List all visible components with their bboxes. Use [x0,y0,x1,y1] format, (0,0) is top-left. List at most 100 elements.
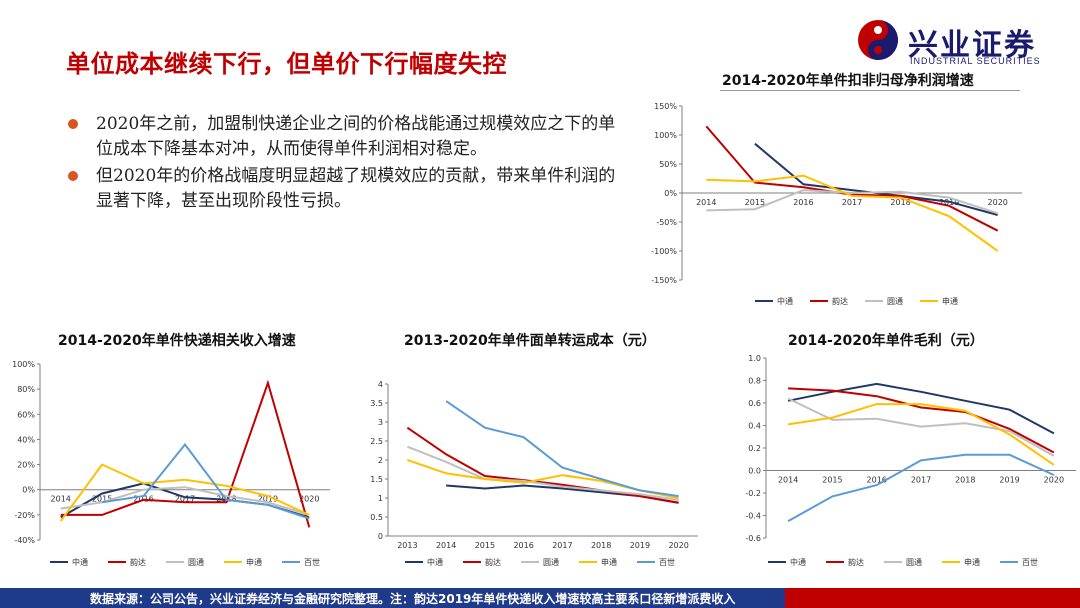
x-tick-label: 2014 [51,495,71,504]
bullet-dot-icon [68,171,78,181]
x-tick-label: 2015 [745,198,765,207]
x-tick-label: 2015 [475,541,495,550]
y-tick-label: 2 [378,456,383,465]
y-tick-label: 4 [378,380,383,389]
x-tick-label: 2016 [513,541,533,550]
y-tick-label: -20% [14,511,35,520]
y-tick-label: 20% [17,461,35,470]
series-line-申通 [706,174,999,252]
legend-label: 申通 [964,557,980,567]
bullet-text: 但2020年的价格战幅度明显超越了规模效应的贡献，带来单件利润的显著下降，甚至出… [96,166,616,211]
y-tick-label: 60% [17,410,35,419]
series-line-圆通 [706,189,999,215]
y-tick-label: 0 [378,532,383,541]
x-tick-label: 2018 [591,541,611,550]
x-tick-label: 2015 [92,495,112,504]
chart-title-margin: 2014-2020年单件毛利（元） [788,333,984,349]
legend-label: 圆通 [906,557,922,567]
series-line-申通 [59,463,310,522]
y-tick-label: -100% [651,247,677,256]
y-tick-label: 40% [17,435,35,444]
x-tick-label: 2020 [1044,476,1064,485]
x-tick-label: 2018 [890,198,910,207]
y-tick-label: 150% [654,102,677,111]
y-tick-label: 1.0 [748,354,761,363]
y-tick-label: 1.5 [370,475,383,484]
y-tick-label: -50% [656,218,677,227]
bullet-item: 但2020年的价格战幅度明显超越了规模效应的贡献，带来单件利润的显著下降，甚至出… [66,164,626,214]
footer-accent [785,588,1080,608]
logo-subtext: INDUSTRIAL SECURITIES [910,56,1041,66]
legend-label: 申通 [601,557,617,567]
x-tick-label: 2020 [668,541,688,550]
header-divider [720,90,1020,91]
x-tick-label: 2013 [397,541,417,550]
y-tick-label: 100% [12,360,35,369]
legend-label: 申通 [942,296,958,306]
y-tick-label: 0.0 [748,467,761,476]
gross-margin-chart: 1.0 0.8 0.6 0.4 0.2 0.0 -0.2 -0.4 -0.6 2014 2015 20… [745,354,1076,567]
series-line-韵达 [788,387,1055,454]
x-tick-label: 2016 [867,476,887,485]
y-tick-label: 80% [17,385,35,394]
legend-label: 韵达 [832,296,848,306]
legend-label: 中通 [72,557,88,567]
legend-label: 中通 [790,557,806,567]
x-tick-label: 2016 [793,198,813,207]
y-tick-label: 3.5 [370,399,383,408]
y-tick-label: -150% [651,276,677,285]
logo-mark-icon [858,20,898,60]
legend-label: 圆通 [543,557,559,567]
x-tick-label: 2017 [175,495,195,504]
series-line-百世 [445,400,679,498]
series-line-圆通 [787,397,1055,457]
chart-title-cost: 2013-2020年单件面单转运成本（元） [404,333,656,349]
series-line-申通 [787,403,1055,466]
y-tick-label: 2.5 [370,437,383,446]
x-tick-label: 2017 [552,541,572,550]
x-tick-label: 2020 [299,495,319,504]
y-tick-label: -40% [14,536,35,545]
x-tick-label: 2014 [436,541,456,550]
x-tick-label: 2015 [822,476,842,485]
slide-title: 单位成本继续下行，但单价下行幅度失控 [66,50,507,78]
legend-label: 百世 [659,557,675,567]
x-tick-label: 2019 [999,476,1019,485]
series-line-圆通 [407,445,679,501]
y-tick-label: 0% [664,189,677,198]
x-tick-label: 2017 [842,198,862,207]
y-tick-label: -0.2 [745,489,761,498]
y-tick-label: 1 [378,494,383,503]
y-tick-label: 100% [654,131,677,140]
legend-label: 韵达 [130,557,146,567]
bullet-text: 2020年之前，加盟制快递企业之间的价格战能通过规模效应之下的单位成本下降基本对… [96,114,616,159]
x-tick-label: 2017 [911,476,931,485]
profit-growth-chart: 150% 100% 50% 0% -50% -100% -150% 2014 2015 2016 2… [651,102,1022,306]
legend-label: 中通 [427,557,443,567]
legend-label: 中通 [777,296,793,306]
x-tick-label: 2018 [955,476,975,485]
x-tick-label: 2019 [630,541,650,550]
bullet-list: 2020年之前，加盟制快递企业之间的价格战能通过规模效应之下的单位成本下降基本对… [66,112,626,216]
x-tick-label: 2020 [988,198,1008,207]
legend-label: 百世 [1022,557,1038,567]
revenue-growth-chart: 100%80%60%40%20%0%-20%-40%2014 2015 2016 20… [12,360,330,567]
y-tick-label: 0.2 [748,444,761,453]
logo-text: 兴业证券 [908,28,1036,63]
bullet-item: 2020年之前，加盟制快递企业之间的价格战能通过规模效应之下的单位成本下降基本对… [66,112,626,162]
series-line-百世 [101,442,310,520]
series-line-百世 [787,453,1055,522]
legend-label: 申通 [246,557,262,567]
series-line-中通 [787,382,1055,435]
legend-label: 百世 [304,557,320,567]
y-tick-label: 0.5 [370,513,383,522]
legend-label: 圆通 [887,296,903,306]
series-line-韵达 [60,379,311,528]
y-tick-label: 0.6 [748,399,761,408]
legend-label: 韵达 [485,557,501,567]
bullet-dot-icon [68,119,78,129]
x-tick-label: 2014 [696,198,716,207]
y-tick-label: 3 [378,418,383,427]
y-tick-label: 0% [22,486,35,495]
chart-title-profit: 2014-2020年单件扣非归母净利润增速 [722,73,974,89]
